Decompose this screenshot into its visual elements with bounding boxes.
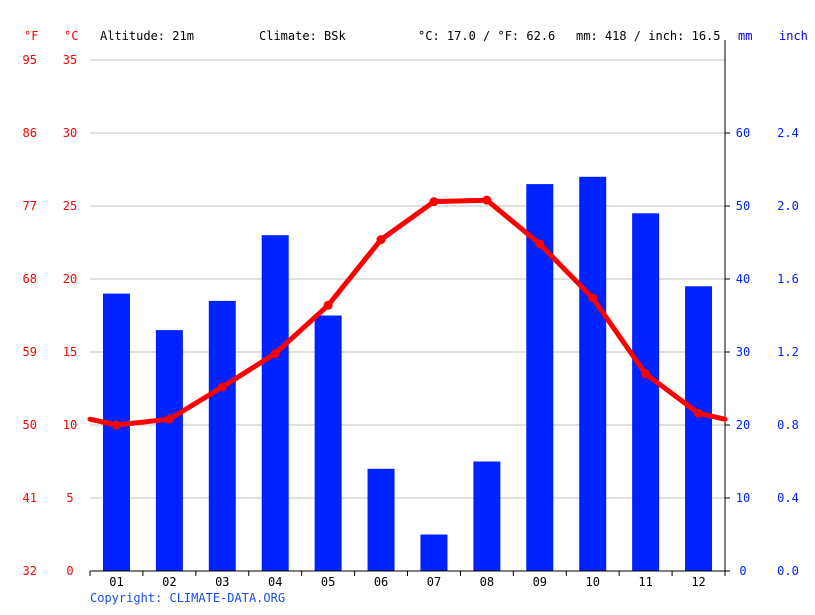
inch-tick-label: 0.4 bbox=[777, 491, 799, 505]
celsius-tick-label: 5 bbox=[66, 491, 73, 505]
temperature-point-07 bbox=[429, 197, 439, 207]
fahrenheit-tick-label: 59 bbox=[23, 345, 37, 359]
mm-tick-label: 30 bbox=[736, 345, 750, 359]
month-label-02: 02 bbox=[162, 575, 176, 589]
temperature-point-03 bbox=[217, 382, 227, 392]
climate-label: Climate: BSk bbox=[259, 29, 346, 43]
temperature-point-08 bbox=[482, 195, 492, 205]
fahrenheit-tick-label: 41 bbox=[23, 491, 37, 505]
celsius-tick-label: 15 bbox=[63, 345, 77, 359]
temperature-point-05 bbox=[323, 300, 333, 310]
inch-unit-label: inch bbox=[779, 29, 808, 43]
mm-tick-label: 10 bbox=[736, 491, 750, 505]
mm-unit-label: mm bbox=[738, 29, 753, 43]
inch-tick-label: 1.6 bbox=[777, 272, 799, 286]
mm-tick-label: 0 bbox=[739, 564, 746, 578]
mm-tick-label: 40 bbox=[736, 272, 750, 286]
temperature-point-09 bbox=[535, 239, 545, 249]
month-label-01: 01 bbox=[109, 575, 123, 589]
celsius-tick-label: 10 bbox=[63, 418, 77, 432]
fahrenheit-tick-label: 86 bbox=[23, 126, 37, 140]
celsius-unit-label: °C bbox=[64, 29, 79, 43]
precipitation-bar-11 bbox=[632, 213, 660, 572]
temperature-point-10 bbox=[588, 293, 598, 303]
temperature-point-01 bbox=[111, 420, 121, 430]
precipitation-bar-04 bbox=[261, 235, 289, 571]
precipitation-bar-03 bbox=[208, 300, 236, 571]
month-label-05: 05 bbox=[321, 575, 335, 589]
month-label-07: 07 bbox=[427, 575, 441, 589]
precipitation-bar-05 bbox=[314, 315, 342, 571]
temperature-point-02 bbox=[164, 414, 174, 424]
month-label-10: 10 bbox=[585, 575, 599, 589]
mm-tick-label: 20 bbox=[736, 418, 750, 432]
month-label-12: 12 bbox=[691, 575, 705, 589]
inch-tick-label: 2.4 bbox=[777, 126, 799, 140]
precipitation-bar-09 bbox=[526, 184, 554, 571]
month-label-09: 09 bbox=[533, 575, 547, 589]
month-label-06: 06 bbox=[374, 575, 388, 589]
fahrenheit-tick-label: 32 bbox=[23, 564, 37, 578]
month-label-08: 08 bbox=[480, 575, 494, 589]
fahrenheit-tick-label: 50 bbox=[23, 418, 37, 432]
average-temperature-label: °C: 17.0 / °F: 62.6 bbox=[418, 29, 556, 43]
precipitation-bar-06 bbox=[367, 468, 395, 571]
fahrenheit-tick-label: 68 bbox=[23, 272, 37, 286]
precipitation-bar-02 bbox=[155, 330, 183, 571]
inch-tick-label: 1.2 bbox=[777, 345, 799, 359]
temperature-point-04 bbox=[270, 348, 280, 358]
celsius-tick-label: 20 bbox=[63, 272, 77, 286]
temperature-point-12 bbox=[694, 408, 704, 418]
fahrenheit-tick-label: 77 bbox=[23, 199, 37, 213]
fahrenheit-tick-label: 95 bbox=[23, 53, 37, 67]
precipitation-bar-01 bbox=[102, 293, 130, 571]
precipitation-bar-10 bbox=[579, 176, 607, 572]
temperature-point-06 bbox=[376, 235, 386, 245]
month-label-03: 03 bbox=[215, 575, 229, 589]
total-precipitation-label: mm: 418 / inch: 16.5 bbox=[576, 29, 721, 43]
mm-tick-label: 50 bbox=[736, 199, 750, 213]
inch-tick-label: 0.8 bbox=[777, 418, 799, 432]
celsius-tick-label: 25 bbox=[63, 199, 77, 213]
month-label-04: 04 bbox=[268, 575, 282, 589]
fahrenheit-unit-label: °F bbox=[24, 29, 39, 43]
precipitation-bar-12 bbox=[685, 286, 713, 571]
celsius-tick-label: 30 bbox=[63, 126, 77, 140]
celsius-tick-label: 0 bbox=[66, 564, 73, 578]
celsius-tick-label: 35 bbox=[63, 53, 77, 67]
temperature-line bbox=[87, 197, 728, 428]
inch-tick-label: 0.0 bbox=[777, 564, 799, 578]
precipitation-bar-08 bbox=[473, 461, 501, 571]
mm-tick-label: 60 bbox=[736, 126, 750, 140]
inch-tick-label: 2.0 bbox=[777, 199, 799, 213]
temperature-point-11 bbox=[641, 369, 651, 379]
month-label-11: 11 bbox=[638, 575, 652, 589]
altitude-label: Altitude: 21m bbox=[100, 29, 194, 43]
precipitation-bar-07 bbox=[420, 534, 448, 571]
copyright-text: Copyright: CLIMATE-DATA.ORG bbox=[90, 591, 286, 605]
